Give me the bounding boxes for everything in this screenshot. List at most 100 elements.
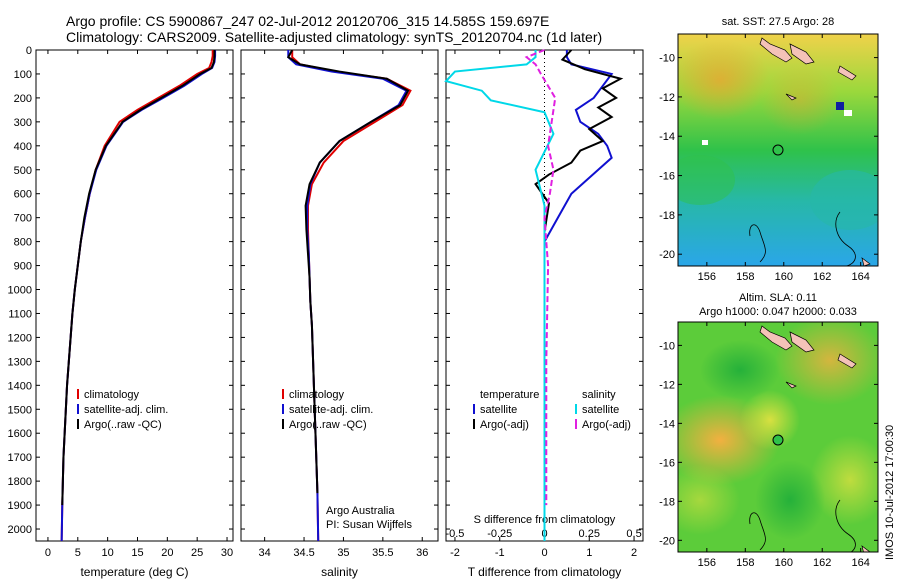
x-tick-label: 35.5 [372, 547, 393, 559]
legend-label: Argo(..raw -QC) [289, 419, 367, 431]
legend-label: Argo(-adj) [582, 419, 631, 431]
annotation-line2: PI: Susan Wijffels [326, 519, 412, 531]
map-y-tick-label: -14 [659, 418, 675, 430]
figure-title-line2: Climatology: CARS2009. Satellite-adjuste… [66, 29, 603, 45]
y-tick-label: 1200 [8, 332, 32, 344]
y-tick-label: 1100 [8, 308, 32, 320]
y-tick-label: 1300 [8, 356, 32, 368]
map-x-tick-label: 160 [775, 557, 793, 569]
y-tick-label: 200 [14, 93, 32, 105]
series-line-argo-raw-qc- [286, 49, 410, 494]
map-y-tick-label: -14 [659, 131, 675, 143]
y-tick-label: 1900 [8, 500, 32, 512]
island-shape [759, 37, 793, 63]
sst-map: 156 158 160 162 164 -10 -12 -14 -16 -18 -20 [659, 33, 879, 283]
temperature-plot: 0100200300400500600700800900100011001200… [8, 45, 234, 579]
series-line-satellite-adj-clim- [287, 50, 408, 542]
x-axis-label: T difference from climatology [468, 565, 622, 579]
y-tick-label: 1700 [8, 452, 32, 464]
y-tick-label: 1400 [8, 380, 32, 392]
sla-map-subtitle: Argo h1000: 0.047 h2000: 0.033 [699, 306, 857, 318]
x-tick-label: 15 [131, 547, 143, 559]
difference-plot: -2 -1 0 1 2 T difference from climatology -0.5… [444, 49, 643, 579]
s-tick-label: 0.25 [579, 528, 600, 540]
x-axis-label: temperature (deg C) [80, 565, 188, 579]
map-x-tick-label: 156 [698, 271, 716, 283]
y-tick-label: 500 [14, 165, 32, 177]
argo-location-marker [772, 144, 784, 156]
x-tick-label: 2 [631, 547, 637, 559]
x-tick-label: -1 [495, 547, 505, 559]
legend-label: satellite-adj. clim. [84, 404, 168, 416]
legend-temperature-title: temperature [480, 389, 539, 401]
map-y-tick-label: -20 [659, 535, 675, 547]
series-line-climatology [60, 50, 214, 542]
x-tick-label: 36 [416, 547, 428, 559]
legend-label: Argo(..raw -QC) [84, 419, 162, 431]
series-line-satellite-adj-clim- [60, 50, 217, 542]
figure-title-line1: Argo profile: CS 5900867_247 02-Jul-2012… [66, 13, 550, 29]
argo-location-marker-sla [772, 434, 784, 446]
series-line-salinity-argo-adj- [524, 49, 557, 506]
y-tick-label: 1600 [8, 428, 32, 440]
map-x-tick-label: 158 [736, 271, 754, 283]
salinity-plot: 34 34.5 35 35.5 36 salinity climatology satelli… [241, 49, 438, 579]
y-tick-label: 0 [26, 45, 32, 57]
map-y-tick-label: -12 [659, 92, 675, 104]
map-x-tick-label: 160 [775, 271, 793, 283]
y-tick-label: 300 [14, 117, 32, 129]
x-tick-label: 10 [102, 547, 114, 559]
x-tick-label: -2 [450, 547, 460, 559]
map-x-tick-label: 164 [852, 557, 870, 569]
map-y-tick-label: -10 [659, 340, 675, 352]
x-tick-label: 25 [191, 547, 203, 559]
y-tick-label: 1800 [8, 476, 32, 488]
x-tick-label: 34 [259, 547, 271, 559]
s-tick-label: 0.5 [626, 528, 641, 540]
legend-label: satellite [582, 404, 619, 416]
y-tick-label: 800 [14, 237, 32, 249]
map-y-tick-label: -16 [659, 171, 675, 183]
y-tick-label: 400 [14, 141, 32, 153]
y-tick-label: 100 [14, 69, 32, 81]
map-y-tick-label: -18 [659, 210, 675, 222]
legend-label: climatology [84, 389, 140, 401]
map-y-tick-label: -10 [659, 53, 675, 65]
series-line-argo-raw-qc- [61, 50, 216, 506]
map-x-tick-label: 162 [813, 557, 831, 569]
sst-map-title: sat. SST: 27.5 Argo: 28 [722, 16, 835, 28]
sla-map: 156 158 160 162 164 -10 -12 -14 -16 -18 -20 [659, 321, 879, 569]
x-tick-label: 5 [75, 547, 81, 559]
map-x-tick-label: 158 [736, 557, 754, 569]
annotation-line1: Argo Australia [326, 505, 395, 517]
x-tick-label: 20 [161, 547, 173, 559]
map-x-tick-label: 156 [698, 557, 716, 569]
x-axis-label: salinity [321, 565, 358, 579]
legend-label: satellite [480, 404, 517, 416]
y-tick-label: 2000 [8, 524, 32, 536]
map-x-tick-label: 164 [852, 271, 870, 283]
s-tick-label: -0.5 [445, 528, 464, 540]
legend-label: climatology [289, 389, 345, 401]
y-tick-label: 1500 [8, 404, 32, 416]
map-y-tick-label: -18 [659, 496, 675, 508]
temperature-panel-frame [35, 49, 234, 542]
map-x-tick-label: 162 [813, 271, 831, 283]
y-tick-label: 600 [14, 189, 32, 201]
x-tick-label: 0 [541, 547, 547, 559]
map-y-tick-label: -16 [659, 457, 675, 469]
y-tick-label: 700 [14, 213, 32, 225]
s-tick-label: -0.25 [487, 528, 512, 540]
series-line-temperature-satellite [543, 50, 614, 541]
x-tick-label: 34.5 [293, 547, 314, 559]
x-tick-label: 35 [337, 547, 349, 559]
map-y-tick-label: -20 [659, 249, 675, 261]
legend-label: satellite-adj. clim. [289, 404, 373, 416]
series-line-salinity-satellite [444, 50, 555, 541]
legend-label: Argo(-adj) [480, 419, 529, 431]
salinity-panel-frame [240, 49, 439, 542]
map-y-tick-label: -12 [659, 379, 675, 391]
x-tick-label: 30 [221, 547, 233, 559]
y-tick-label: 1000 [8, 285, 32, 297]
